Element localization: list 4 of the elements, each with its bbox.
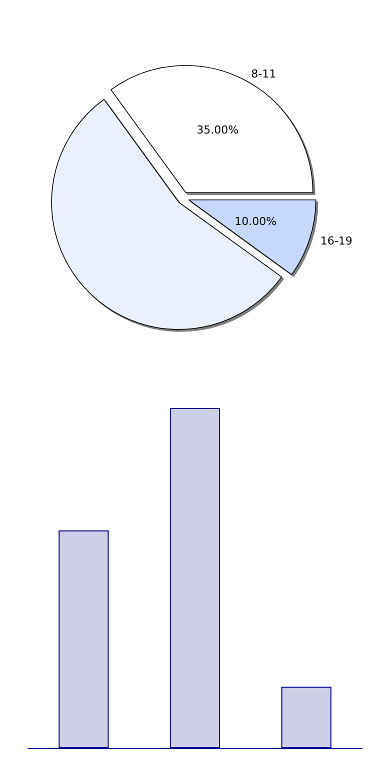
slice-label: 16-19 xyxy=(320,234,352,248)
data-label: 10.00% xyxy=(234,215,277,228)
data-label: 35.00% xyxy=(196,124,239,137)
slice-label: 8-11 xyxy=(251,68,276,81)
